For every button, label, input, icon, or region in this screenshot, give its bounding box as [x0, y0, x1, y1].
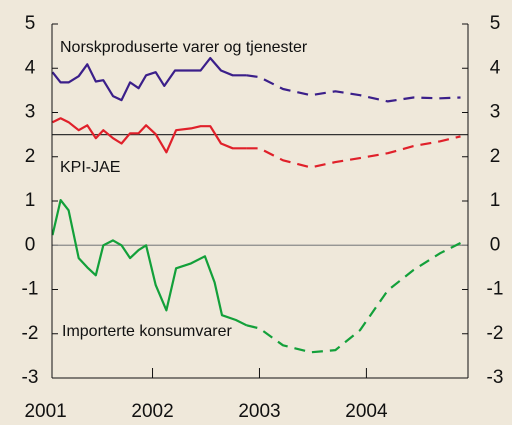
- y-tick-label: 5: [25, 13, 36, 34]
- y2-tick-label: 1: [490, 190, 501, 211]
- y-tick-label: -1: [22, 279, 39, 300]
- x-tick-label: 2001: [24, 401, 66, 422]
- forecast-line: [246, 242, 461, 354]
- y-tick-label: 1: [25, 190, 36, 211]
- lines: [51, 57, 461, 354]
- annotation: Importerte konsumvarer: [62, 323, 233, 340]
- y-tick-label: 4: [25, 57, 36, 78]
- y-tick-label: -2: [22, 323, 39, 344]
- y2-tick-label: 3: [490, 102, 501, 123]
- annotation: KPI-JAE: [60, 159, 120, 176]
- history-line: [51, 199, 248, 327]
- forecast-line: [246, 74, 461, 103]
- x-tick-label: 2004: [345, 401, 388, 422]
- x-tick-label: 2002: [131, 401, 173, 422]
- y-tick-label: -3: [22, 367, 39, 388]
- forecast-line: [246, 135, 461, 169]
- y-tick-label: 3: [25, 102, 36, 123]
- y-tick-label: 2: [25, 146, 36, 167]
- y2-tick-label: 4: [490, 57, 501, 78]
- y2-tick-label: -1: [487, 279, 504, 300]
- history-line: [51, 57, 247, 102]
- x-tick-label: 2003: [238, 401, 280, 422]
- history-line: [52, 117, 247, 154]
- annotation: Norskproduserte varer og tjenester: [60, 39, 308, 56]
- y2-tick-label: -2: [487, 323, 504, 344]
- y2-tick-label: -3: [487, 367, 504, 388]
- grid: [52, 23, 468, 379]
- y2-tick-label: 5: [490, 13, 501, 34]
- y2-tick-label: 2: [490, 146, 501, 167]
- y2-tick-label: 0: [490, 234, 501, 255]
- y-tick-label: 0: [25, 234, 36, 255]
